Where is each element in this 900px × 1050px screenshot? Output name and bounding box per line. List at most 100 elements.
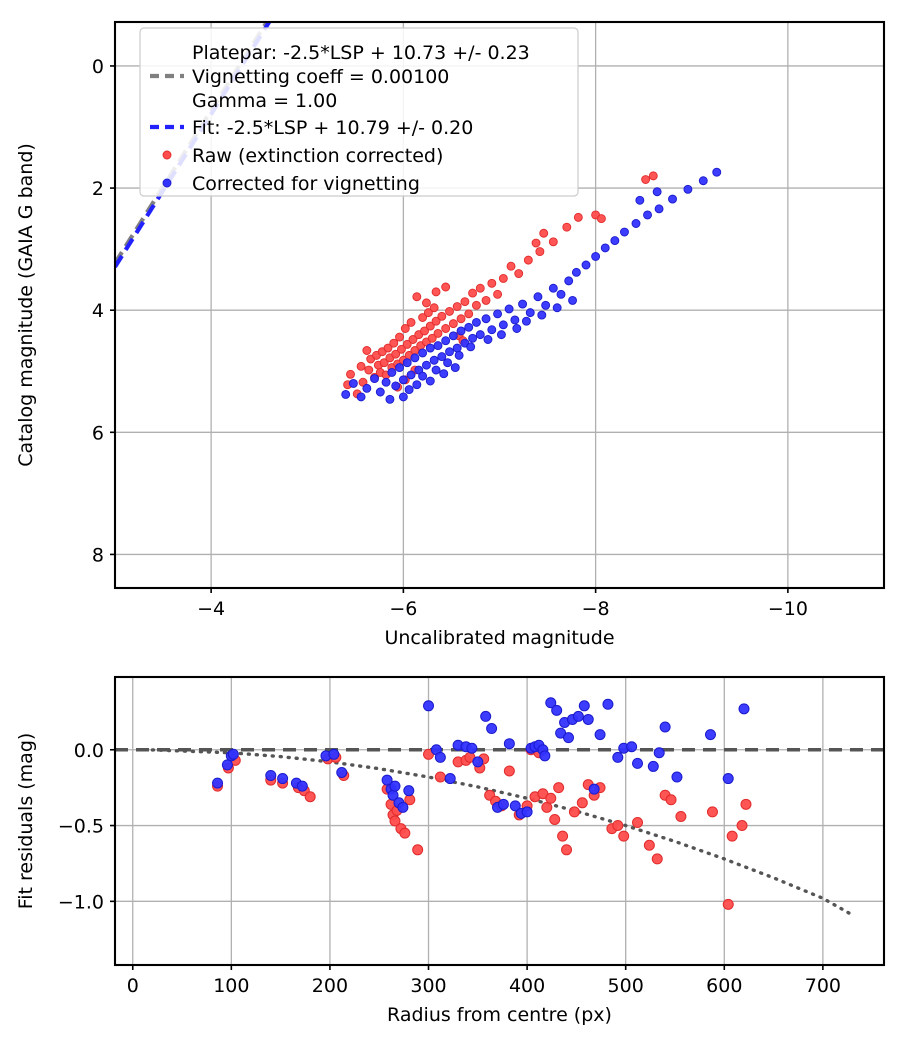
data-point (632, 757, 644, 769)
data-point (535, 247, 545, 257)
data-point (631, 219, 641, 228)
data-point (561, 844, 573, 856)
data-point (736, 820, 748, 832)
data-point (643, 210, 652, 220)
data-point (531, 238, 541, 248)
data-point (471, 317, 481, 327)
legend-entry-label: Vignetting coeff = 0.00100 (192, 66, 449, 88)
data-point (397, 344, 406, 354)
data-point (551, 704, 563, 716)
data-point (429, 355, 439, 365)
data-point (362, 346, 372, 355)
data-point (383, 343, 393, 353)
data-point (581, 260, 591, 270)
data-point (498, 273, 508, 283)
data-point (518, 299, 528, 309)
chart-legend[interactable]: Platepar: -2.5*LSP + 10.73 +/- 0.23Vigne… (139, 27, 579, 197)
data-point (406, 370, 416, 380)
data-point (418, 371, 428, 381)
data-point (439, 369, 449, 379)
data-point (563, 732, 575, 744)
data-point (552, 303, 562, 313)
data-point (356, 361, 366, 371)
data-point (381, 377, 391, 387)
data-point (493, 289, 503, 299)
data-point (468, 288, 478, 298)
data-point (521, 806, 533, 818)
data-point (487, 325, 497, 335)
data-point (480, 710, 492, 722)
data-point (671, 771, 683, 783)
data-point (600, 243, 610, 253)
data-point (537, 310, 547, 320)
x-tick-label: −6 (389, 598, 417, 620)
y-tick-label: −1.0 (58, 891, 104, 913)
data-point (387, 368, 397, 377)
y-tick-label: −0.5 (58, 816, 104, 838)
data-point (452, 302, 462, 311)
data-point (425, 376, 435, 386)
data-point (545, 792, 557, 804)
data-point (437, 311, 447, 321)
data-point (402, 339, 412, 349)
bottom-panel-plot-area (115, 697, 884, 917)
data-point (498, 320, 508, 330)
data-point (635, 195, 645, 205)
data-point (548, 237, 558, 247)
data-point (445, 347, 454, 357)
data-point (441, 282, 451, 292)
data-point (523, 255, 533, 265)
data-point (504, 304, 514, 314)
data-point (418, 348, 428, 358)
data-point (612, 820, 624, 832)
data-point (454, 350, 464, 360)
data-point (573, 212, 583, 222)
x-tick-label: 600 (706, 975, 742, 997)
y-tick-label: 6 (92, 422, 104, 444)
x-tick-label: 400 (509, 975, 545, 997)
data-point (620, 227, 629, 237)
data-point (610, 236, 620, 246)
data-point (460, 297, 470, 307)
data-point (653, 747, 665, 759)
bottom-panel-y-axis-label: Fit residuals (mag) (15, 733, 37, 910)
data-point (391, 381, 401, 391)
data-point (722, 898, 734, 910)
data-point (553, 782, 565, 794)
data-point (704, 729, 716, 741)
data-point (591, 252, 601, 261)
data-point (456, 314, 466, 324)
data-point (539, 750, 551, 762)
data-point (433, 328, 443, 338)
data-point (425, 343, 435, 353)
scatter-series-raw (343, 171, 658, 399)
data-point (404, 385, 414, 395)
x-tick-label: −8 (582, 598, 610, 620)
data-point (512, 324, 522, 333)
data-point (456, 326, 466, 336)
data-point (514, 269, 524, 279)
data-point (364, 365, 374, 375)
top-panel-y-axis-label: Catalog magnitude (GAIA G band) (15, 143, 37, 467)
top-panel-axes-frame (113, 20, 886, 590)
data-point (706, 806, 718, 818)
x-tick-label: 100 (213, 975, 249, 997)
data-point (612, 751, 624, 763)
data-point (389, 780, 401, 792)
data-point (410, 353, 420, 363)
data-point (557, 830, 569, 842)
bottom-panel: 0 100 200 300 400 500 600 700 0.0 −0.5 −1.0 Radius… (15, 675, 886, 1026)
data-point (356, 392, 366, 402)
x-tick-label: 300 (410, 975, 446, 997)
data-point (265, 770, 277, 782)
data-point (503, 738, 515, 750)
data-point (429, 303, 439, 313)
y-tick-label: 2 (92, 178, 104, 200)
data-point (568, 295, 578, 305)
data-point (665, 794, 677, 806)
top-panel: −4 −6 −8 −10 0 2 4 6 8 Uncalibrated magnitude Ca… (15, 20, 886, 649)
data-point (433, 341, 443, 351)
data-point (397, 801, 409, 813)
